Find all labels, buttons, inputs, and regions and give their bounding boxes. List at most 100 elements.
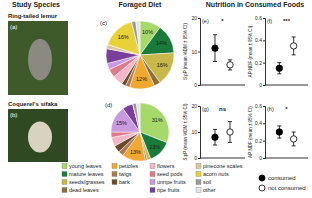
legend-swatch <box>150 172 155 177</box>
axis-title: AP:NDF (mean ± 95% CI) <box>248 106 253 158</box>
x-axis-line <box>200 158 245 159</box>
legend-swatch <box>112 164 117 169</box>
point <box>227 62 233 68</box>
error-cap <box>228 121 232 122</box>
pie-slice <box>133 104 140 132</box>
pie: 31%13%13%15% <box>111 103 169 161</box>
axis-line <box>198 19 201 86</box>
tick-mark <box>198 158 200 159</box>
header: Study Species <box>12 1 60 9</box>
data-label: 16% <box>157 62 168 68</box>
annotation: * <box>285 106 288 112</box>
axis-title: AP:NDF (mean ± 95% CI) <box>248 25 253 77</box>
plot-area <box>276 37 297 74</box>
pie-slice <box>111 132 140 137</box>
tick-label: 0 <box>194 82 197 88</box>
tick-mark <box>198 85 200 86</box>
axis-line <box>263 107 266 159</box>
legend-swatch <box>112 172 117 177</box>
legend-swatch <box>150 180 155 185</box>
species-name: Ring-tailed lemur <box>8 13 58 19</box>
pie-slice <box>123 104 140 132</box>
point <box>212 134 218 140</box>
tick-label: 0.6 <box>255 103 262 109</box>
error-cap <box>277 62 281 63</box>
tick: 20 <box>191 103 200 109</box>
tick: 0 <box>194 82 200 88</box>
tick: 0.4 <box>255 37 265 43</box>
x-axis-line <box>265 158 308 159</box>
tick-label: 0.4 <box>255 120 262 126</box>
figure: Study Species Foraged Diet Nutrition in Co… <box>0 0 312 198</box>
legend-entry: not consumed <box>268 185 306 191</box>
y-axis: 0 0.2 0.4 0.6 <box>255 103 265 161</box>
legend-swatch <box>196 172 201 177</box>
axis-title: S:pP (mean %DM ± 95% CI) <box>183 22 188 80</box>
axis-line <box>263 19 266 86</box>
tick-mark <box>263 85 265 86</box>
point <box>212 45 218 51</box>
pie-slice <box>112 132 140 146</box>
error-cap <box>292 145 296 146</box>
tick-label: 0 <box>194 155 197 161</box>
tick: 10 <box>191 129 200 135</box>
panel-label: (b) <box>10 112 17 118</box>
data-label: 31% <box>152 117 163 123</box>
legend-entry: seed pods <box>157 171 183 177</box>
pie: 10%14%16%12%16% <box>106 21 174 89</box>
legend-entry: mature leaves <box>69 171 104 177</box>
tick: 10 <box>191 49 200 55</box>
panel-label: (f) <box>267 18 272 24</box>
tick-mark <box>263 141 265 142</box>
tick-label: 20 <box>191 103 197 109</box>
point <box>276 65 282 71</box>
point <box>227 129 233 135</box>
plot-area <box>212 122 233 145</box>
tick: 0 <box>194 155 200 161</box>
legend-entry: acorn nuts <box>203 171 229 177</box>
legend-swatch <box>62 172 67 177</box>
annotation: *** <box>283 18 291 24</box>
legend-entry: petioles <box>119 163 138 169</box>
tick-label: 20 <box>191 15 197 21</box>
tick-mark <box>263 106 265 107</box>
legend-marker <box>259 175 265 181</box>
legend-entry: dead leaves <box>69 187 99 193</box>
tick: 0.2 <box>255 138 265 144</box>
photo <box>8 109 68 162</box>
data-label: 10% <box>142 29 153 35</box>
tick-label: 0.2 <box>255 138 262 144</box>
panel-label: (d) <box>105 102 112 108</box>
annotation: * <box>221 18 224 24</box>
header: Foraged Diet <box>119 1 162 9</box>
legend-entry: young leaves <box>69 163 102 169</box>
tick-mark <box>263 40 265 41</box>
species-name: Coquerel's sifaka <box>8 101 58 107</box>
pie-slice <box>136 21 140 55</box>
axis-title: S:pP (mean %DM ± 95% CI) <box>183 103 188 161</box>
plot-area <box>276 126 297 146</box>
error-cap <box>228 59 232 60</box>
legend-entry: consumed <box>268 175 296 181</box>
legend-marker <box>259 185 265 191</box>
tick: 0.6 <box>255 103 265 109</box>
header: Nutrition in Consumed Foods <box>206 1 304 8</box>
error-cap <box>213 129 217 130</box>
annotation: ns <box>219 106 227 112</box>
legend-entry: soil <box>203 179 211 185</box>
error-cap <box>292 36 296 37</box>
pie-slice <box>140 27 174 55</box>
legend-entry: other <box>203 187 216 193</box>
tick-mark <box>198 52 200 53</box>
x-axis-line <box>200 85 245 86</box>
error-cap <box>277 125 281 126</box>
tick: 0 <box>259 155 265 161</box>
tick-label: 0 <box>259 82 262 88</box>
error-cap <box>213 61 217 62</box>
legend-entry: twigs <box>119 171 132 177</box>
legend-entry: ripe fruits <box>157 187 180 193</box>
legend: young leavesmature leavesseeds/grassesde… <box>62 163 243 193</box>
data-label: 15% <box>116 120 127 126</box>
data-label: 13% <box>149 144 160 150</box>
tick: 0 <box>259 82 265 88</box>
